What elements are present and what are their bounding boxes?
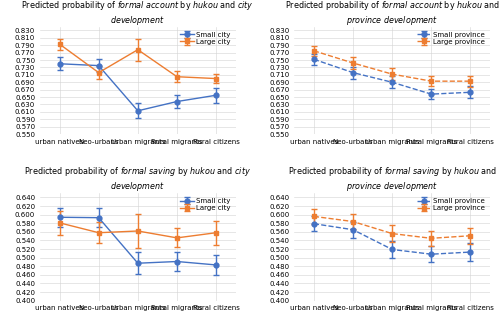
Legend: Small province, Large province: Small province, Large province <box>415 197 486 212</box>
Title: Predicted probability of $\it{formal\ saving}$ by $\it{hukou}$ and $\it{city}$
$: Predicted probability of $\it{formal\ sa… <box>24 165 252 193</box>
Title: Predicted probability of $\it{formal\ saving}$ by $\it{hukou}$ and
$\it{province: Predicted probability of $\it{formal\ sa… <box>288 165 497 193</box>
Title: Predicted probability of $\it{formal\ account}$ by $\it{hukou}$ and $\it{city}$
: Predicted probability of $\it{formal\ ac… <box>22 0 254 27</box>
Legend: Small city, Large city: Small city, Large city <box>178 197 232 212</box>
Legend: Small city, Large city: Small city, Large city <box>178 30 232 46</box>
Legend: Small province, Large province: Small province, Large province <box>415 30 486 46</box>
Title: Predicted probability of $\it{formal\ account}$ by $\it{hukou}$ and
$\it{provinc: Predicted probability of $\it{formal\ ac… <box>284 0 500 27</box>
